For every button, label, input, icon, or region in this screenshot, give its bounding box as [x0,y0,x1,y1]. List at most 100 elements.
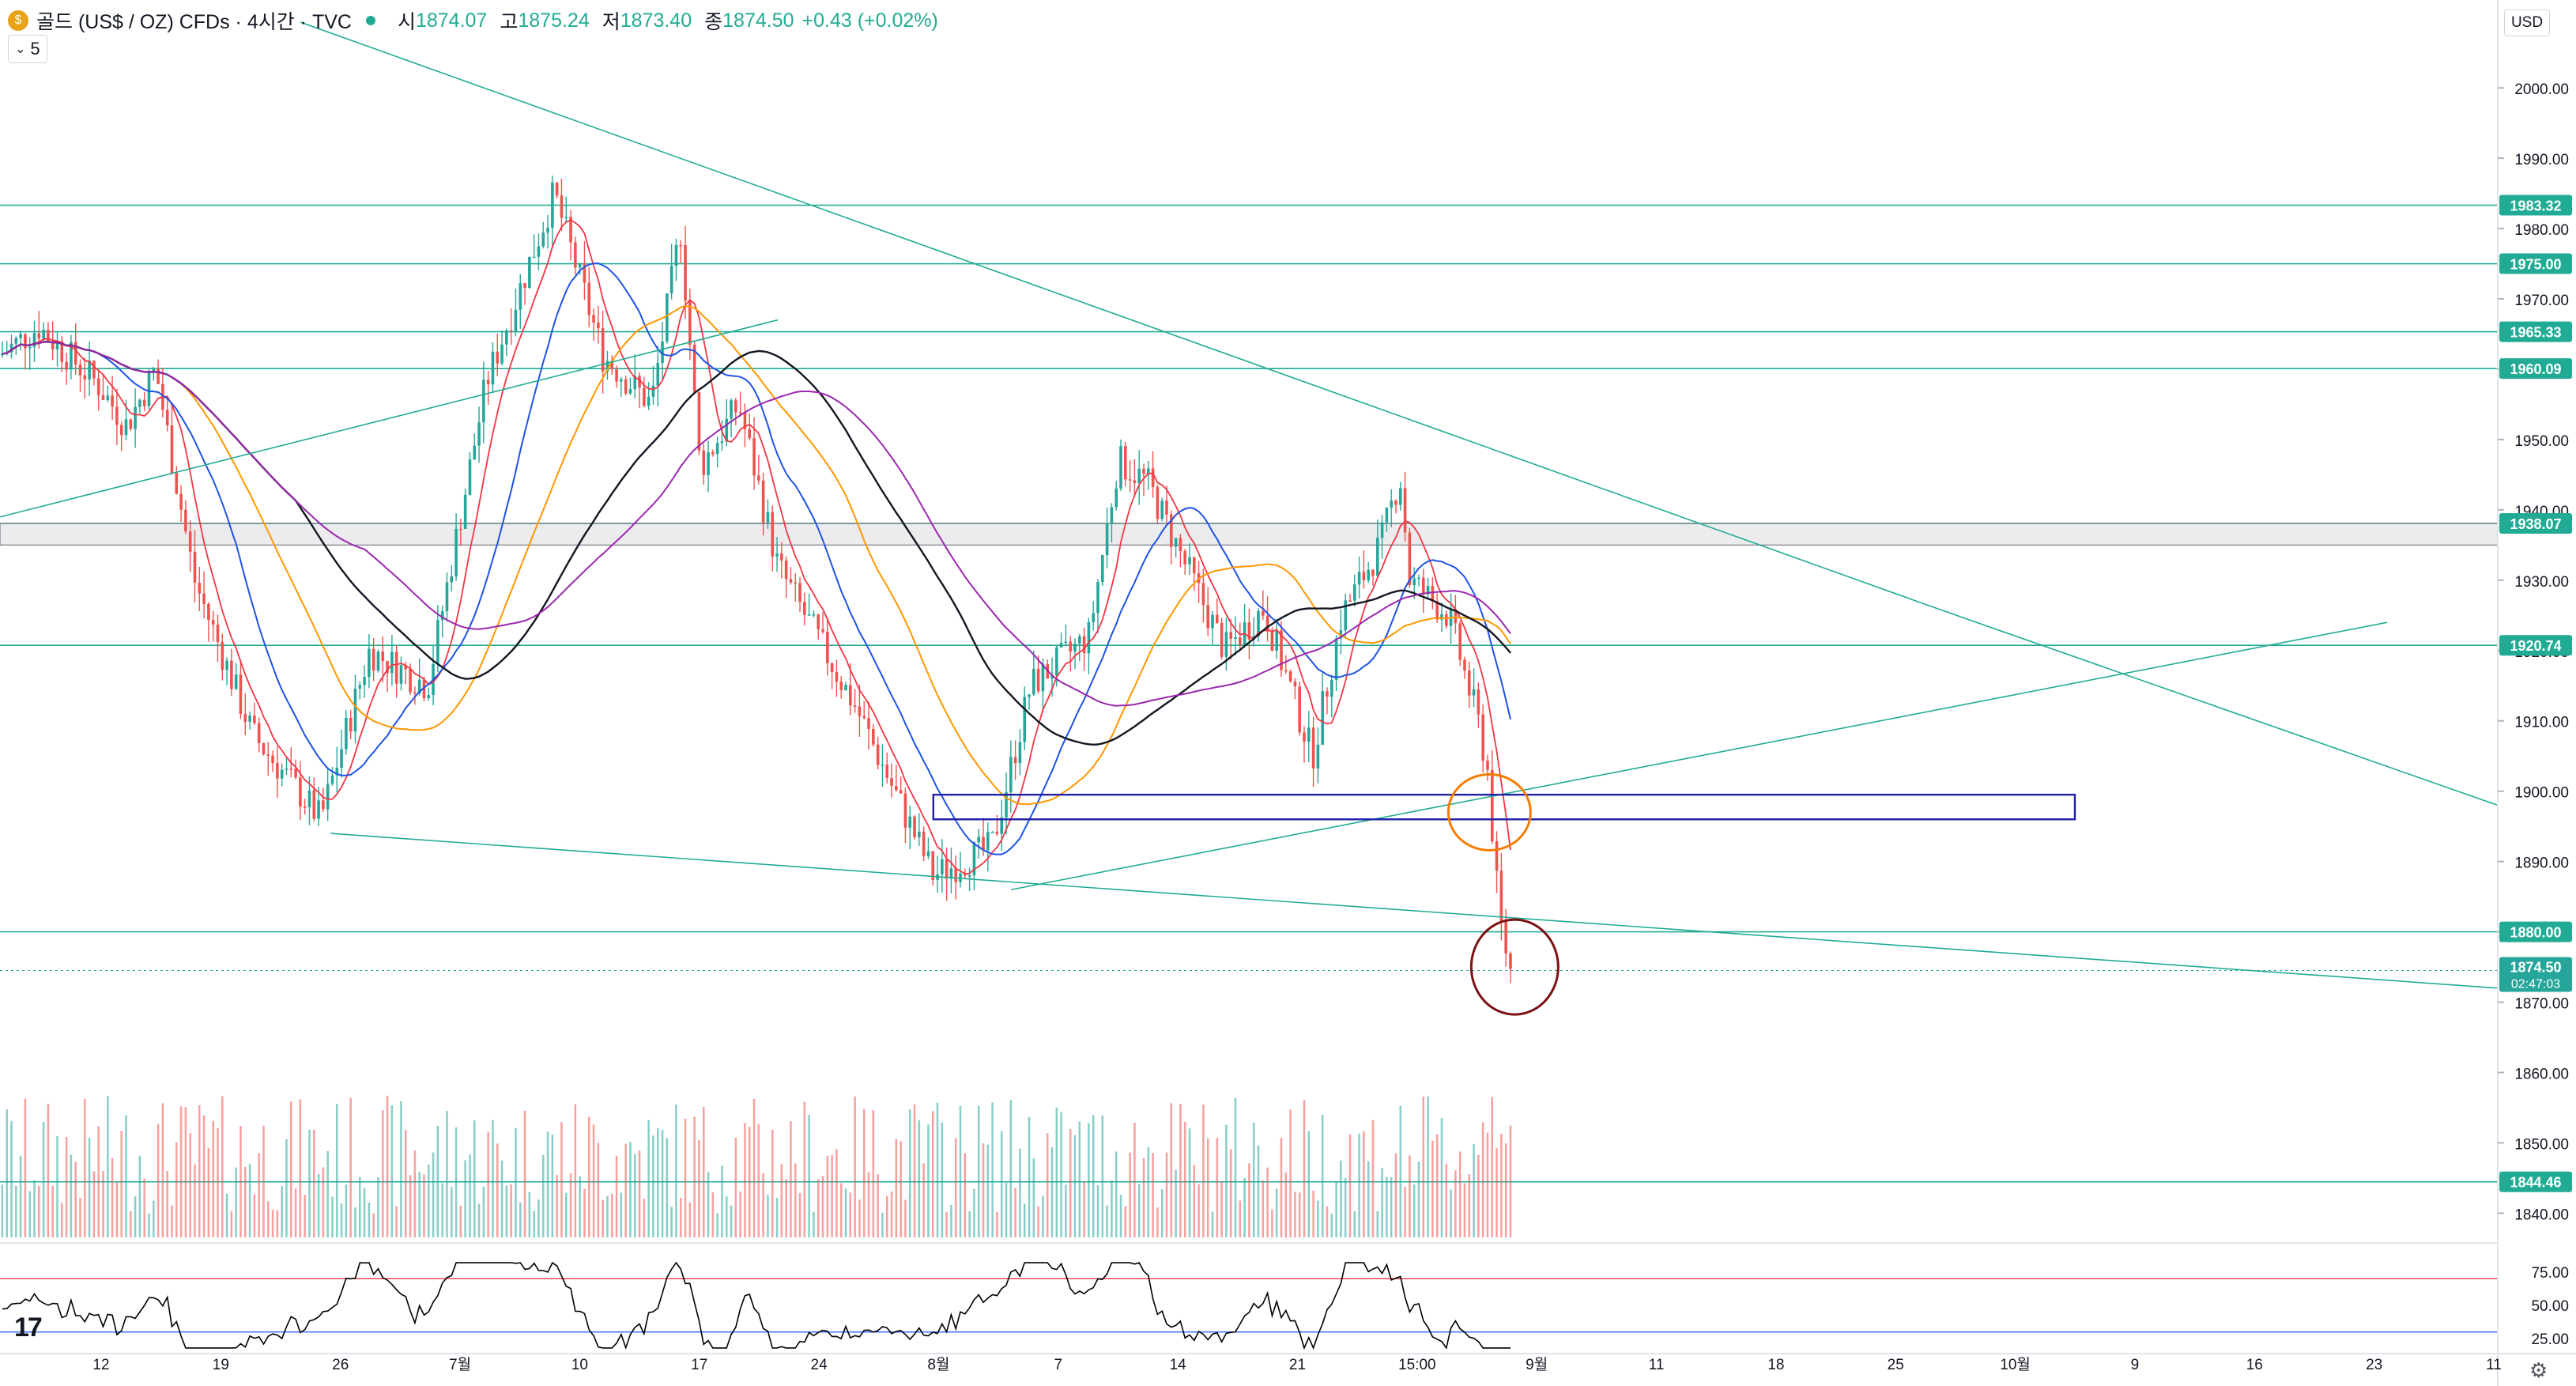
candle-body [450,576,454,583]
volume-bar [872,1109,875,1237]
volume-bar [1404,1187,1406,1237]
chevron-down-icon: ⌄ [15,43,26,56]
candle-body [1375,538,1379,576]
volume-bar [345,1184,348,1237]
candle-body [307,790,311,808]
level-badge [2499,321,2572,342]
candle-body [1504,920,1507,954]
volume-bar [798,1193,801,1237]
candle-body [280,769,284,779]
candle-body [1307,727,1311,742]
candle-body [193,551,197,583]
candle-body [913,816,916,837]
candle-body [1477,689,1480,715]
volume-bar [895,1139,898,1237]
candle-body [679,244,683,247]
indicator-toggle[interactable]: ⌄ 5 [8,35,47,63]
candle-body [711,452,715,455]
candle-body [399,665,403,684]
candle-body [1059,643,1063,648]
candle-body [578,262,582,268]
volume-bar [322,1167,325,1237]
volume-bar [1399,1105,1402,1237]
volume-bar [111,1158,114,1237]
candle-body [784,560,788,580]
candle-body [835,671,839,682]
candle-body [867,718,870,730]
volume-bar [336,1104,338,1237]
volume-bar [409,1175,412,1237]
volume-bar [97,1126,100,1237]
symbol-title[interactable]: 골드 (US$ / OZ) CFDs · 4시간 · TVC [36,11,352,33]
volume-bar [762,1173,764,1237]
candle-body [523,283,526,289]
ma-mid-line [2,262,1511,855]
time-tick-label: 11 [1649,1357,1665,1373]
candle-body [752,438,756,476]
gear-icon[interactable]: ⚙ [2529,1358,2548,1382]
level-badge [2499,921,2572,942]
candle-body [500,344,504,364]
candle-body [115,406,119,425]
volume-bar [258,1153,260,1237]
volume-bar [670,1207,673,1237]
volume-bar [748,1127,751,1237]
time-tick-label: 19 [213,1357,229,1373]
volume-bar [1042,1195,1044,1237]
volume-bar [1326,1206,1329,1237]
candle-body [1069,641,1073,652]
volume-bar [1463,1183,1466,1237]
candle-body [134,406,137,429]
volume-bar [1298,1192,1301,1237]
volume-bar [390,1105,394,1237]
candle-body [766,512,770,523]
volume-bar [1183,1121,1186,1237]
level-badge [2499,513,2572,534]
candle-body [789,579,793,583]
candle-body [1284,670,1288,672]
volume-bar [1065,1184,1067,1237]
volume-bar [65,1136,68,1237]
candle-body [363,677,366,685]
candle-body [368,648,371,678]
volume-bar [877,1174,879,1237]
volume-bar [469,1154,471,1237]
time-tick-label: 12 [92,1357,109,1373]
volume-bar [734,1137,737,1237]
volume-bar [1284,1172,1288,1237]
volume-bar [1294,1192,1296,1237]
candle-body [669,266,673,294]
candle-body [101,395,105,400]
candle-body [239,674,243,714]
symbol-header[interactable]: $ 골드 (US$ / OZ) CFDs · 4시간 · TVC 시 1874.… [8,5,946,36]
candle-body [216,624,220,642]
candle-body [926,851,930,856]
volume-bar [675,1105,677,1237]
volume-bar [15,1185,17,1237]
candle-body [207,603,210,620]
candle-body [899,790,903,794]
volume-bar [285,1139,288,1237]
volume-bar [1458,1151,1461,1237]
candle-body [1220,622,1224,657]
candle-body [858,706,862,716]
volume-bar [936,1102,939,1237]
volume-bar [835,1149,838,1237]
price-tick-label: 1890.00 [2514,855,2569,872]
candle-body [170,425,174,473]
currency-button[interactable]: USD [2504,9,2550,36]
volume-bar [1142,1158,1145,1237]
tradingview-logo-icon[interactable]: 17 [14,1312,43,1343]
price-tick-label: 1910.00 [2514,715,2569,731]
volume-bar [1504,1143,1507,1237]
volume-bar [248,1164,251,1237]
volume-bar [973,1188,975,1237]
volume-bar [1147,1147,1150,1237]
candle-body [322,800,325,810]
candle-body [1472,689,1476,696]
volume-bar [1500,1133,1503,1237]
level-badge [2499,635,2572,656]
volume-bar [785,1179,787,1237]
volume-bar [661,1130,664,1237]
